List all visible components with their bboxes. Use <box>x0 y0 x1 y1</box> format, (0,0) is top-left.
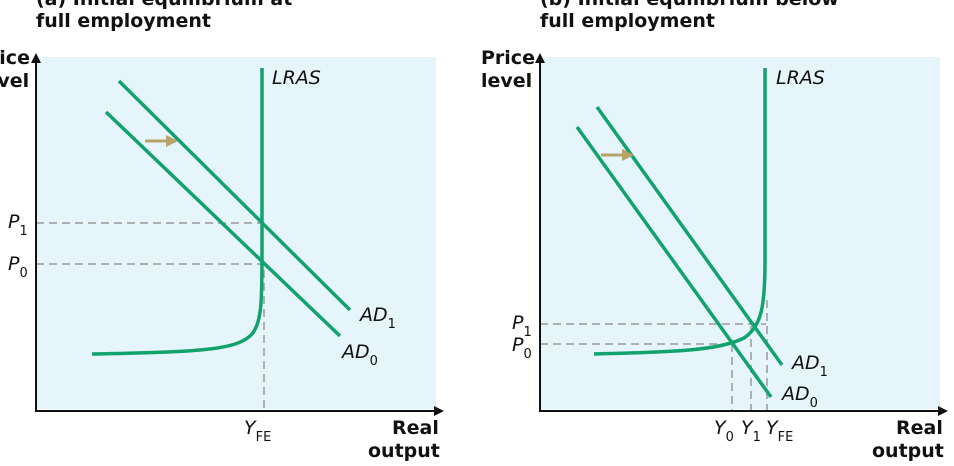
panel-a-lras-curve <box>91 68 264 356</box>
panel-b-lras-curve <box>593 68 767 356</box>
panel-b-p0-label: P0 <box>512 334 532 362</box>
panel-a-ad0-curve <box>104 110 342 338</box>
panel-b-p1-label: P1 <box>512 312 532 340</box>
panel-a-title-line2: full employment <box>36 10 211 32</box>
panel-a-lras-label: LRAS <box>272 67 321 89</box>
panel-b-y1-label: Y1 <box>741 417 761 445</box>
panel-a-ad1-label: AD1 <box>358 304 396 332</box>
panel-a-x-axis-label-line1: Real <box>392 417 439 439</box>
panel-a-p1-label: P1 <box>8 211 28 239</box>
panel-a-y-axis-label-line2: level <box>0 70 29 92</box>
panel-b-x-axis-label-line2: output <box>872 440 944 462</box>
panel-b-title-line2: full employment <box>540 10 715 32</box>
panel-a-x-axis-label-line2: output <box>368 440 440 462</box>
panel-a-ad0-label: AD0 <box>340 341 378 369</box>
panel-a-title-line1: (a) Initial equilibrium at <box>36 0 292 10</box>
panel-a-ad1-curve <box>117 79 352 312</box>
panel-a-p0-label: P0 <box>8 253 28 281</box>
panel-b-ad0-label: AD0 <box>780 383 818 411</box>
panel-b-y-axis-label-line1: Price <box>481 47 535 69</box>
panel-a: Price level Real output LRAS AD1 AD0 P1 … <box>0 47 444 462</box>
panel-b-yfe-label: YFE <box>766 417 793 445</box>
panel-a-y-axis-label-line1: Price <box>0 47 30 69</box>
panel-b-plot-area <box>540 57 940 409</box>
panel-b-y-axis-label-line2: level <box>481 70 532 92</box>
panel-b-lras-label: LRAS <box>776 67 825 89</box>
panel-b: Price level Real output LRAS AD1 AD0 P1 … <box>481 47 948 462</box>
panel-a-plot-area <box>36 57 436 409</box>
panel-a-title: (a) Initial equilibrium at full employme… <box>36 0 292 32</box>
panel-a-yfe-label: YFE <box>244 417 271 445</box>
panel-b-title-line1: (b) Initial equilibrium below <box>540 0 839 10</box>
panel-b-y0-label: Y0 <box>714 417 734 445</box>
panel-b-x-axis-label-line1: Real <box>896 417 943 439</box>
panel-b-ad1-label: AD1 <box>790 352 828 380</box>
panel-b-ad0-curve <box>575 125 773 399</box>
panel-b-title: (b) Initial equilibrium below full emplo… <box>540 0 839 32</box>
